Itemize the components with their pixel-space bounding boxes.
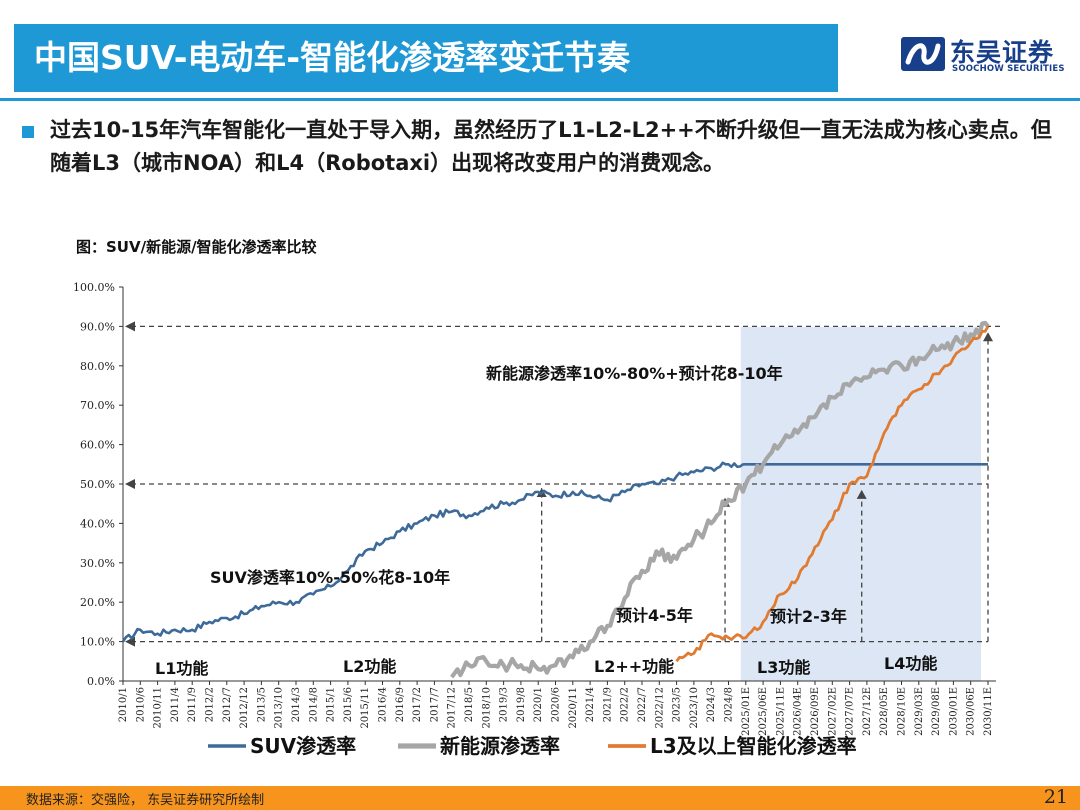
y-tick-label: 40.0% [80,517,115,530]
ref-arrow-50 [125,479,135,489]
footer-source: 数据来源：交强险， 东吴证券研究所绘制 [26,793,265,808]
x-tick-label: 2012/12 [239,687,250,729]
x-tick-label: 2015/11 [360,687,371,729]
title-bar: 中国SUV-电动车-智能化渗透率变迁节奏 [14,24,838,92]
x-tick-label: 2020/1 [533,687,544,722]
x-tick-label: 2021/9 [602,687,613,722]
x-tick-label: 2029/08E [931,687,942,736]
phase-label: L2功能 [343,657,396,676]
x-tick-label: 2027/02E [827,687,838,736]
x-tick-label: 2023/5 [672,687,683,722]
series-line-1 [450,320,990,679]
x-tick-label: 2020/11 [568,687,579,729]
x-tick-label: 2016/4 [378,687,389,722]
x-tick-label: 2026/09E [810,687,821,736]
y-tick-label: 0.0% [87,675,115,688]
y-tick-label: 100.0% [73,281,115,294]
x-tick-label: 2022/12 [654,687,665,729]
y-tick-label: 60.0% [80,439,115,452]
page-title: 中国SUV-电动车-智能化渗透率变迁节奏 [34,38,631,77]
x-tick-label: 2022/7 [637,687,648,722]
x-tick-label: 2029/03E [914,687,925,736]
x-tick-label: 2013/5 [256,687,267,722]
bullet-text: 过去10-15年汽车智能化一直处于导入期，虽然经历了L1-L2-L2++不断升级… [50,118,1052,175]
logo-english-name: SOOCHOW SECURITIES [952,64,1065,74]
x-tick-label: 2023/10 [689,687,700,729]
x-tick-label: 2025/01E [741,687,752,736]
x-tick-label: 2010/11 [153,687,164,729]
x-tick-label: 2020/6 [551,687,562,722]
x-tick-label: 2010/6 [135,687,146,722]
x-tick-label: 2015/6 [343,687,354,722]
x-tick-label: 2018/10 [481,687,492,729]
y-tick-label: 50.0% [80,478,115,491]
x-tick-label: 2021/4 [585,687,596,722]
phase-label: L2++功能 [594,657,674,676]
ref-arrow-90 [125,321,135,332]
chart-annotation: 新能源渗透率10%-80%+预计花8-10年 [486,364,783,383]
x-tick-label: 2014/8 [308,687,319,722]
y-tick-label: 80.0% [80,360,115,373]
x-tick-label: 2018/5 [464,687,475,722]
legend-label: 新能源渗透率 [440,734,560,758]
phase-label: L1功能 [155,659,208,678]
x-tick-label: 2015/1 [326,687,337,722]
logo-chinese-name: 东吴证券 [950,38,1055,67]
x-tick-label: 2028/05E [879,687,890,736]
x-tick-label: 2024/3 [706,687,717,722]
x-tick-label: 2030/06E [966,687,977,736]
penetration-chart: 0.0% 10.0% 20.0% 30.0% 40.0% 50.0% 60.0% 70.0% 8… [73,281,1000,758]
x-tick-label: 2011/4 [170,687,181,722]
chart-caption: 图：SUV/新能源/智能化渗透率比较 [76,238,317,256]
soochow-logo-icon [901,37,945,71]
footer-bar: 数据来源：交强险， 东吴证券研究所绘制 21 [0,786,1080,810]
ref-arrow-l4 [983,332,993,342]
x-tick-label: 2017/12 [447,687,458,729]
x-tick-label: 2022/2 [620,687,631,722]
x-tick-label: 2030/01E [948,687,959,736]
x-tick-label: 2014/3 [291,687,302,722]
x-tick-label: 2026/04E [793,687,804,736]
x-tick-label: 2025/11E [775,687,786,736]
bullet-square-icon [22,126,34,138]
x-tick-label: 2012/7 [222,687,233,722]
series-line-2 [675,325,990,663]
legend-label: SUV渗透率 [250,734,356,758]
phase-label: L4功能 [884,654,937,673]
x-tick-label: 2030/11E [983,687,994,736]
x-tick-label: 2019/3 [499,687,510,722]
chart-annotation: 预计2-3年 [770,607,847,626]
x-tick-label: 2010/1 [118,687,129,722]
x-tick-label: 2017/7 [429,687,440,722]
x-tick-label: 2012/2 [205,687,216,722]
y-tick-label: 70.0% [80,399,115,412]
y-tick-label: 10.0% [80,636,115,649]
x-tick-label: 2024/8 [724,687,735,722]
legend-label: L3及以上智能化渗透率 [650,734,857,758]
x-tick-label: 2013/10 [274,687,285,729]
page-number: 21 [1043,786,1068,808]
chart-annotation: 预计4-5年 [616,606,693,625]
y-tick-label: 30.0% [80,557,115,570]
y-tick-label: 90.0% [80,320,115,333]
x-tick-label: 2016/9 [395,687,406,722]
series-line-0 [121,461,988,643]
y-tick-label: 20.0% [80,596,115,609]
x-tick-label: 2027/12E [862,687,873,736]
x-tick-label: 2025/06E [758,687,769,736]
phase-label: L3功能 [757,658,810,677]
header-divider [0,98,1080,101]
company-logo: 东吴证券 SOOCHOW SECURITIES [900,36,1070,76]
ref-arrow-l3 [856,489,867,499]
x-tick-label: 2028/10E [897,687,908,736]
x-tick-label: 2017/2 [412,687,423,722]
chart-annotation: SUV渗透率10%-50%花8-10年 [210,568,450,587]
x-tick-label: 2027/07E [845,687,856,736]
x-tick-label: 2019/8 [516,687,527,722]
x-tick-label: 2011/9 [187,687,198,722]
forecast-shade [740,327,981,681]
